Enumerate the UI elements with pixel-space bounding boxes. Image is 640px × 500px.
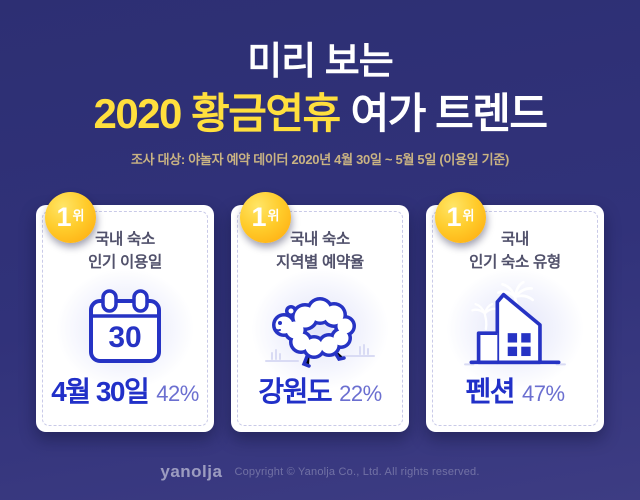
page-title-line2: 2020 황금연휴 여가 트렌드 xyxy=(0,80,640,141)
card-title-line1: 국내 숙소 xyxy=(95,231,155,248)
page-title-line1: 미리 보는 xyxy=(247,41,393,83)
result-value: 펜션 xyxy=(465,376,515,407)
calendar-day-number: 30 xyxy=(108,321,141,354)
calendar-icon: 30 xyxy=(89,289,161,363)
card-title-line1: 국내 xyxy=(501,231,529,248)
card-icon-area xyxy=(231,269,409,389)
card-title-line1: 국내 숙소 xyxy=(290,231,350,248)
rank-suffix: 위 xyxy=(462,208,475,223)
pension-house-icon xyxy=(464,280,566,366)
card-result: 강원도 22% xyxy=(231,370,409,410)
survey-scope-subtitle: 조사 대상: 야놀자 예약 데이터 2020년 4월 30일 ~ 5월 5일 (… xyxy=(130,152,509,167)
rank-suffix: 위 xyxy=(267,208,280,223)
card-region-bookings: 1 위 국내 숙소 지역별 예약율 xyxy=(231,192,409,432)
card-result: 4월 30일 42% xyxy=(36,370,214,410)
title-rest: 여가 트렌드 xyxy=(350,90,548,137)
rank-badge: 1 위 xyxy=(435,192,486,243)
card-title-line2: 인기 숙소 유형 xyxy=(469,254,561,272)
yanolja-logo: yanolja xyxy=(160,462,223,481)
result-value: 4월 30일 xyxy=(51,376,150,407)
card-icon-area: 30 xyxy=(36,269,214,389)
card-popular-date: 1 위 국내 숙소 인기 이용일 30 4월 30일 42% xyxy=(36,192,214,432)
copyright-text: Copyright © Yanolja Co., Ltd. All rights… xyxy=(234,466,480,478)
footer: yanolja Copyright © Yanolja Co., Ltd. Al… xyxy=(0,462,640,482)
result-percent: 22% xyxy=(339,381,382,406)
card-title: 국내 인기 숙소 유형 xyxy=(426,228,604,275)
card-accommodation-type: 1 위 국내 인기 숙소 유형 xyxy=(426,192,604,432)
rank-number: 1 xyxy=(251,202,267,232)
card-result: 펜션 47% xyxy=(426,370,604,410)
rank-number: 1 xyxy=(56,202,72,232)
card-title: 국내 숙소 지역별 예약율 xyxy=(231,228,409,275)
rank-badge: 1 위 xyxy=(240,192,291,243)
card-icon-area xyxy=(426,269,604,389)
title-highlight: 2020 황금연휴 xyxy=(93,90,341,137)
rank-number: 1 xyxy=(446,202,462,232)
result-percent: 47% xyxy=(521,381,565,406)
rank-suffix: 위 xyxy=(72,208,85,223)
result-percent: 42% xyxy=(156,381,199,406)
card-title-line2: 인기 이용일 xyxy=(88,254,162,272)
rank-badge: 1 위 xyxy=(45,192,96,243)
card-title: 국내 숙소 인기 이용일 xyxy=(36,228,214,275)
sheep-icon xyxy=(265,297,375,368)
card-title-line2: 지역별 예약율 xyxy=(276,254,364,272)
result-value: 강원도 xyxy=(258,376,332,407)
